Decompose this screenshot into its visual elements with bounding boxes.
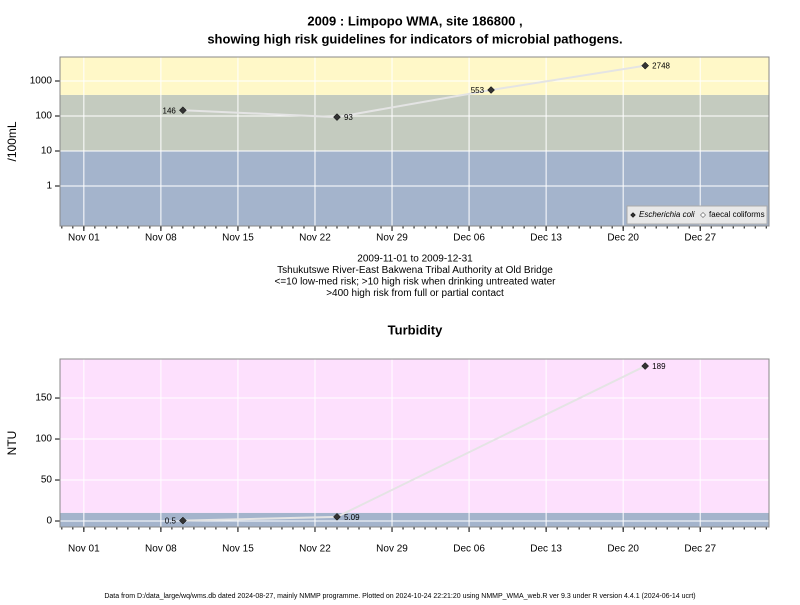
y-tick-label: 50 <box>41 475 53 486</box>
data-label: 2748 <box>652 62 670 71</box>
y-axis-label: /100mL <box>5 121 19 161</box>
chart-title: Turbidity <box>388 322 443 337</box>
legend-label: Escherichia coli <box>639 210 695 219</box>
data-point <box>487 86 495 94</box>
y-tick-label: 0 <box>46 516 52 527</box>
caption: >400 high risk from full or partial cont… <box>326 288 504 299</box>
x-tick-label: Nov 29 <box>376 544 408 555</box>
x-tick-label: Dec 06 <box>453 544 485 555</box>
x-tick-label: Nov 22 <box>299 544 331 555</box>
data-label: 189 <box>652 362 666 371</box>
data-label: 553 <box>471 86 485 95</box>
y-tick-label: 10 <box>41 146 53 157</box>
x-tick-label: Nov 01 <box>68 544 100 555</box>
y-tick-label: 100 <box>35 434 52 445</box>
x-tick-label: Nov 15 <box>222 233 254 244</box>
y-axis-label: NTU <box>5 431 19 456</box>
chart-title: 2009 : Limpopo WMA, site 186800 , <box>307 13 522 28</box>
x-tick-label: Nov 01 <box>68 233 100 244</box>
caption: 2009-11-01 to 2009-12-31 <box>357 254 473 265</box>
x-tick-label: Nov 15 <box>222 544 254 555</box>
x-tick-label: Nov 22 <box>299 233 331 244</box>
x-tick-label: Dec 20 <box>607 544 639 555</box>
caption: Tshukutswe River-East Bakwena Tribal Aut… <box>277 265 553 276</box>
y-tick-label: 150 <box>35 393 52 404</box>
risk-band <box>60 359 769 513</box>
data-point <box>333 113 341 121</box>
risk-band <box>60 57 769 95</box>
x-tick-label: Nov 29 <box>376 233 408 244</box>
data-point <box>333 512 341 521</box>
data-point <box>179 106 187 115</box>
plot-frame <box>59 358 770 528</box>
data-point <box>641 362 650 370</box>
y-tick-label: 1 <box>46 181 52 192</box>
x-tick-label: Dec 13 <box>530 544 562 555</box>
x-tick-label: Dec 06 <box>453 233 485 244</box>
x-tick-label: Nov 08 <box>145 233 177 244</box>
x-tick-label: Nov 08 <box>145 544 177 555</box>
data-label: 0.5 <box>165 517 177 526</box>
legend-label: faecal coliforms <box>709 210 765 219</box>
legend-marker <box>630 212 636 218</box>
caption: <=10 low-med risk; >10 high risk when dr… <box>275 277 557 288</box>
data-point <box>179 516 187 525</box>
data-point <box>641 61 650 70</box>
x-tick-label: Dec 27 <box>684 544 716 555</box>
data-label: 93 <box>344 113 353 122</box>
plot-frame <box>59 56 770 227</box>
data-label: 5.09 <box>344 513 360 522</box>
legend-marker <box>700 212 706 218</box>
y-tick-label: 100 <box>35 111 52 122</box>
y-tick-label: 1000 <box>30 76 53 87</box>
x-tick-label: Dec 13 <box>530 233 562 244</box>
x-tick-label: Dec 27 <box>684 233 716 244</box>
chart-title: showing high risk guidelines for indicat… <box>207 31 622 46</box>
legend-box <box>626 205 768 225</box>
x-tick-label: Dec 20 <box>607 233 639 244</box>
risk-band <box>60 512 769 527</box>
footer: Data from D:/data_large/wq/wms.db dated … <box>104 593 695 600</box>
series-line <box>182 64 646 119</box>
data-label: 146 <box>163 106 177 115</box>
